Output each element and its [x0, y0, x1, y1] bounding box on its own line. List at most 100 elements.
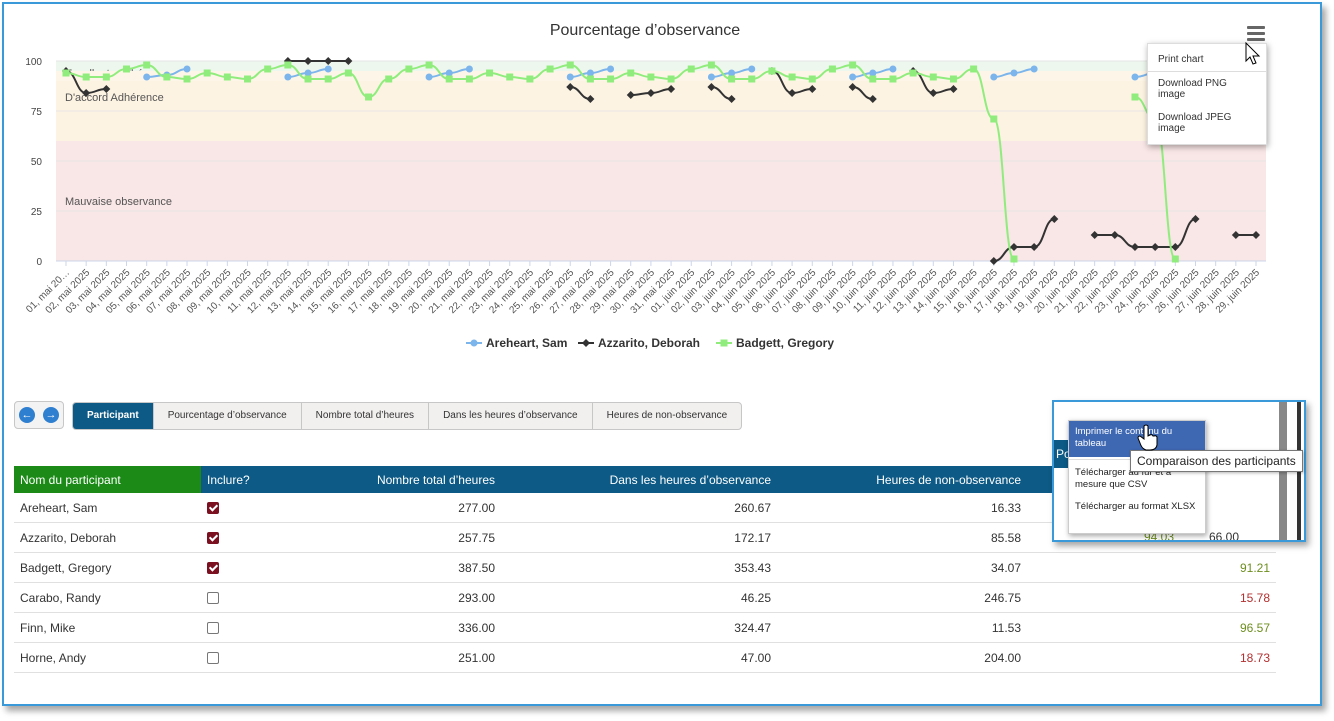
download-csv-item[interactable]: Télécharger au fur et à mesure que CSV	[1075, 467, 1172, 490]
data-point	[788, 73, 796, 81]
table-row[interactable]: Finn, Mike 336.00 324.47 11.53 96.57	[14, 612, 1276, 643]
y-tick-label: 25	[31, 207, 43, 218]
non-adherent-hours-cell: 16.33	[777, 493, 1027, 523]
data-point	[828, 65, 836, 73]
include-checkbox[interactable]	[207, 502, 219, 515]
y-tick-label: 100	[25, 57, 42, 68]
data-point	[324, 57, 333, 65]
col-participant-name[interactable]: Nom du participant	[14, 466, 201, 493]
data-point	[324, 65, 332, 73]
include-checkbox[interactable]	[207, 592, 219, 605]
data-point	[1171, 243, 1180, 251]
include-cell	[201, 612, 291, 643]
table-row[interactable]: Horne, Andy 251.00 47.00 204.00 18.73	[14, 642, 1276, 673]
table-row[interactable]: Badgett, Gregory 387.50 353.43 34.07 91.21	[14, 552, 1276, 583]
tab-adherence-percent[interactable]: Pourcentage d’observance	[154, 403, 302, 429]
legend-item-label[interactable]: Azzarito, Deborah	[598, 336, 700, 350]
data-point	[62, 69, 70, 77]
adherent-hours-cell: 324.47	[501, 612, 777, 643]
legend-item-label[interactable]: Areheart, Sam	[486, 336, 567, 350]
data-point	[748, 75, 756, 83]
data-point	[465, 65, 473, 73]
data-point	[445, 75, 453, 83]
data-point	[546, 65, 554, 73]
data-point	[1010, 255, 1018, 263]
data-point	[869, 69, 877, 77]
adherent-hours-cell: 260.67	[501, 493, 777, 523]
legend-item-label[interactable]: Badgett, Gregory	[736, 336, 834, 350]
nav-buttons: ← →	[14, 401, 64, 429]
data-point	[143, 73, 151, 81]
data-point	[486, 69, 494, 77]
data-point	[1090, 231, 1099, 239]
data-point	[1171, 255, 1179, 263]
data-point	[1110, 231, 1119, 239]
total-hours-cell: 336.00	[291, 612, 501, 643]
chart-legend: Areheart, Sam Azzarito, Deborah Badgett, G…	[466, 336, 834, 350]
data-point	[949, 85, 958, 93]
include-cell	[201, 552, 291, 583]
data-point	[1050, 215, 1059, 223]
legend-marker	[470, 339, 478, 347]
data-point	[1151, 243, 1160, 251]
download-png-item[interactable]: Download PNG image	[1158, 78, 1227, 100]
partial-value: 66.00	[1209, 530, 1240, 542]
print-chart-item[interactable]: Print chart	[1158, 54, 1204, 65]
data-point	[667, 75, 675, 83]
include-checkbox[interactable]	[207, 622, 219, 635]
col-adherent-hours[interactable]: Dans les heures d’observance	[501, 466, 777, 493]
total-hours-cell: 387.50	[291, 552, 501, 583]
col-include[interactable]: Inclure?	[201, 466, 291, 493]
chart-menu-icon[interactable]	[1245, 24, 1267, 44]
tab-total-hours[interactable]: Nombre total d’heures	[302, 403, 430, 429]
data-point	[102, 85, 111, 93]
data-point	[1131, 73, 1139, 81]
data-point	[869, 75, 877, 83]
next-button[interactable]: →	[40, 404, 62, 426]
data-point	[970, 65, 978, 73]
data-point	[1252, 231, 1260, 239]
include-checkbox[interactable]	[207, 562, 219, 575]
adherence-percent-cell: 18.73	[1027, 642, 1276, 673]
data-point	[304, 57, 313, 65]
data-point	[1231, 231, 1240, 239]
col-non-adherent-hours[interactable]: Heures de non-observance	[777, 466, 1027, 493]
data-point	[607, 65, 615, 73]
col-total-hours[interactable]: Nombre total d’heures	[291, 466, 501, 493]
data-point	[646, 89, 655, 97]
data-point	[183, 65, 191, 73]
total-hours-cell: 257.75	[291, 522, 501, 553]
adherent-hours-cell: 47.00	[501, 642, 777, 673]
data-point	[990, 115, 998, 123]
include-checkbox[interactable]	[207, 532, 219, 545]
tab-non-adherent-hours[interactable]: Heures de non-observance	[606, 410, 728, 421]
table-row[interactable]: Carabo, Randy 293.00 46.25 246.75 15.78	[14, 582, 1276, 613]
arrow-left-icon: ←	[19, 407, 35, 423]
participant-name-cell: Finn, Mike	[14, 612, 201, 643]
include-checkbox[interactable]	[207, 652, 219, 665]
previous-button[interactable]: ←	[16, 404, 38, 426]
data-point	[929, 73, 937, 81]
data-point	[647, 73, 655, 81]
data-point	[728, 75, 736, 83]
include-cell	[201, 493, 291, 523]
data-point	[687, 65, 695, 73]
data-point	[808, 85, 817, 93]
data-point	[1010, 69, 1018, 77]
download-jpeg-item[interactable]: Download JPEG image	[1158, 112, 1232, 134]
data-point	[264, 65, 272, 73]
total-hours-cell: 293.00	[291, 582, 501, 613]
plot-band-label: Mauvaise observance	[65, 196, 172, 208]
data-point	[989, 257, 998, 265]
tab-participant[interactable]: Participant	[73, 403, 154, 429]
data-point	[728, 69, 736, 77]
data-point	[909, 69, 917, 77]
data-point	[848, 83, 857, 91]
non-adherent-hours-cell: 85.58	[777, 522, 1027, 553]
plot-band	[56, 61, 1266, 71]
non-adherent-hours-cell: 204.00	[777, 642, 1027, 673]
download-xlsx-item[interactable]: Télécharger au format XLSX	[1075, 501, 1196, 512]
data-point	[244, 75, 252, 83]
total-hours-cell: 251.00	[291, 642, 501, 673]
tab-adherent-hours[interactable]: Dans les heures d’observance	[429, 403, 593, 429]
